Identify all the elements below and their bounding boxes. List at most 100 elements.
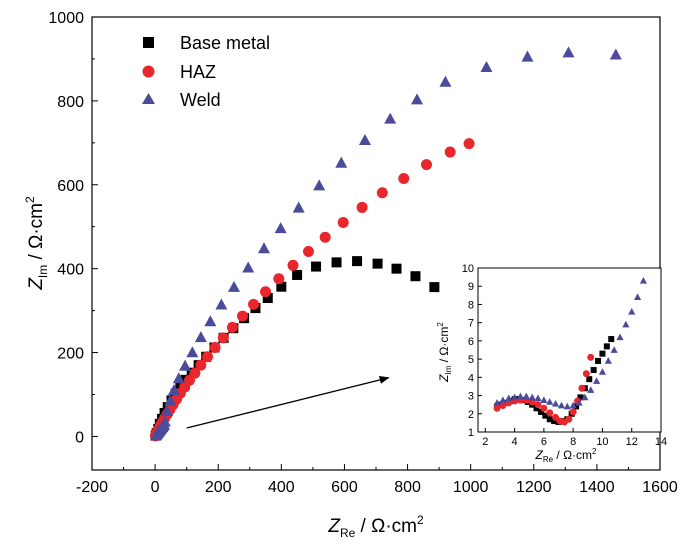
base-metal-point — [262, 293, 273, 304]
inset-base-metal-point — [590, 367, 597, 374]
legend-label-haz: HAZ — [180, 62, 216, 82]
x-tick-label: 1600 — [642, 479, 678, 496]
x-tick-label: 1200 — [516, 479, 552, 496]
weld-point — [204, 315, 217, 327]
haz-point — [302, 245, 314, 257]
inset-data-points — [493, 276, 648, 426]
inset-weld-point — [610, 346, 618, 353]
x-tick-label: -200 — [76, 479, 108, 496]
inset-x-tick-label: 10 — [596, 436, 608, 448]
inset-base-metal-point — [533, 405, 540, 412]
inset-y-tick-label: 6 — [468, 336, 474, 348]
haz-point — [444, 146, 456, 158]
weld-point — [439, 75, 452, 87]
x-tick-label: 1400 — [579, 479, 615, 496]
inset-weld-point — [493, 399, 501, 406]
inset-weld-point — [511, 393, 519, 401]
haz-point — [287, 259, 299, 271]
y-axis-title: ZIm / Ω·cm2 — [23, 196, 50, 291]
inset-haz-point — [534, 401, 542, 409]
legend: Base metal HAZ Weld — [142, 33, 270, 110]
x-tick-label: 1000 — [453, 479, 489, 496]
weld-point — [172, 372, 185, 384]
inset-base-metal-point — [573, 403, 580, 410]
haz-point — [195, 359, 207, 371]
inset-base-metal-point — [546, 416, 553, 423]
weld-point — [164, 394, 177, 406]
inset-x-tick-label: 6 — [541, 436, 547, 448]
inset-haz-point — [569, 408, 577, 416]
weld-point — [274, 222, 287, 234]
haz-point — [201, 351, 213, 363]
weld-point — [335, 156, 348, 168]
inset-y-tick-label: 10 — [462, 263, 474, 275]
weld-point — [228, 280, 240, 292]
inset-weld-point — [587, 386, 595, 393]
inset-weld-point — [604, 357, 612, 364]
inset-base-metal-point — [608, 336, 615, 343]
inset-x-tick-label: 2 — [482, 436, 488, 448]
inset-weld-point — [616, 333, 624, 341]
main-ticks: -200 0 200 400 600 800 1000 1200 1400 16000200400… — [48, 10, 677, 496]
x-tick-label: 800 — [394, 479, 421, 496]
inset-y-tick-label: 1 — [468, 427, 474, 439]
base-metal-point — [331, 257, 342, 268]
x-tick-label: 400 — [268, 479, 295, 496]
weld-point — [292, 201, 305, 213]
inset-y-tick-label: 9 — [468, 281, 474, 293]
base-metal-point — [410, 271, 421, 282]
weld-point — [521, 50, 534, 62]
base-metal-point — [352, 256, 363, 267]
weld-point — [161, 404, 174, 417]
inset-haz-point — [565, 415, 573, 423]
inset-weld-point — [563, 402, 571, 410]
inset-base-metal-point — [551, 418, 558, 425]
inset-weld-point — [540, 396, 548, 403]
inset-y-tick-label: 4 — [468, 372, 474, 384]
inset-haz-point — [540, 404, 548, 412]
weld-point — [480, 61, 493, 73]
y-tick-label: 400 — [57, 262, 84, 279]
weld-point — [358, 134, 371, 146]
inset-haz-point — [582, 370, 590, 378]
legend-marker-base-metal — [143, 37, 154, 48]
inset-y-tick-label: 3 — [468, 391, 474, 403]
x-tick-label: 200 — [205, 479, 232, 496]
inset-y-tick-label: 5 — [468, 354, 474, 366]
legend-label-weld: Weld — [180, 90, 221, 110]
haz-point — [376, 187, 388, 199]
weld-point — [313, 179, 326, 191]
inset-weld-point — [639, 276, 648, 284]
haz-point — [356, 201, 368, 213]
inset-base-metal-point — [586, 376, 593, 383]
weld-point — [242, 261, 255, 273]
inset-weld-point — [575, 399, 583, 406]
inset-y-tick-label: 7 — [468, 318, 474, 330]
inset-x-tick-label: 4 — [512, 436, 518, 448]
haz-point — [420, 159, 432, 171]
inset-weld-point — [622, 320, 630, 328]
haz-point — [337, 217, 349, 229]
inset-haz-point — [578, 384, 586, 392]
weld-point — [186, 346, 199, 358]
haz-point — [237, 310, 249, 322]
weld-point — [411, 93, 424, 105]
base-metal-point — [292, 269, 303, 280]
inset-base-metal-point — [603, 343, 610, 350]
weld-point — [158, 415, 171, 427]
base-metal-point — [311, 261, 322, 272]
inset-weld-point — [516, 392, 525, 400]
inset-weld-point — [499, 396, 507, 403]
haz-point — [319, 231, 331, 243]
inset-base-metal-point — [537, 408, 544, 415]
inset-x-tick-label: 14 — [655, 436, 667, 448]
weld-point — [215, 298, 228, 310]
base-metal-point — [391, 263, 402, 274]
inset-y-axis-title: ZIm / Ω·cm2 — [436, 322, 453, 383]
legend-marker-haz — [142, 65, 155, 78]
y-tick-label: 200 — [57, 346, 84, 363]
inset-weld-point — [569, 401, 577, 409]
x-tick-label: 600 — [331, 479, 358, 496]
